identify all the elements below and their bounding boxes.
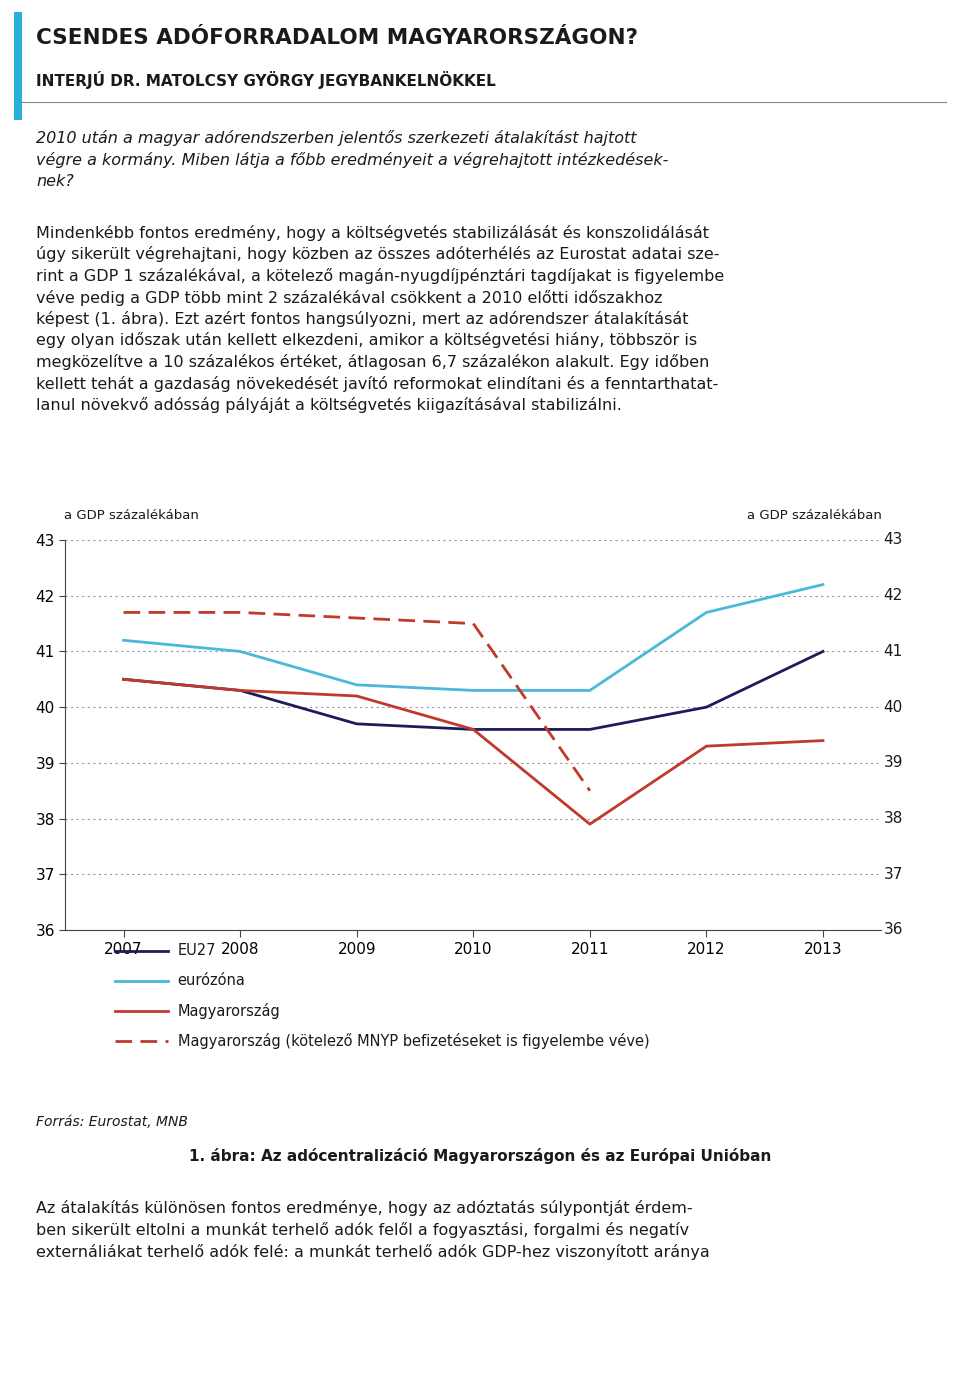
Text: EU27: EU27 xyxy=(178,943,216,958)
Text: Forrás: Eurostat, MNB: Forrás: Eurostat, MNB xyxy=(36,1115,188,1129)
Text: CSENDES ADÓFORRADALOM MAGYARORSZÁGON?: CSENDES ADÓFORRADALOM MAGYARORSZÁGON? xyxy=(36,28,638,49)
Text: externáliákat terhelő adók felé: a munkát terhelő adók GDP-hez viszonyított arán: externáliákat terhelő adók felé: a munká… xyxy=(36,1244,710,1259)
Text: képest (1. ábra). Ezt azért fontos hangsúlyozni, mert az adórendszer átalakításá: képest (1. ábra). Ezt azért fontos hangs… xyxy=(36,311,689,327)
Text: 38: 38 xyxy=(884,811,903,827)
Text: ben sikerült eltolni a munkát terhelő adók felől a fogyasztási, forgalmi és nega: ben sikerült eltolni a munkát terhelő ad… xyxy=(36,1222,689,1239)
Text: a GDP százalékában: a GDP százalékában xyxy=(64,509,200,523)
Text: 2010 után a magyar adórendszerben jelentős szerkezeti átalakítást hajtott: 2010 után a magyar adórendszerben jelent… xyxy=(36,130,637,146)
Text: Mindenkébb fontos eredmény, hogy a költségvetés stabilizálását és konszolidálásá: Mindenkébb fontos eredmény, hogy a költs… xyxy=(36,225,709,241)
Text: Magyarország: Magyarország xyxy=(178,1003,280,1019)
Text: egy olyan időszak után kellett elkezdeni, amikor a költségvetési hiány, többször: egy olyan időszak után kellett elkezdeni… xyxy=(36,333,698,348)
Text: Az átalakítás különösen fontos eredménye, hogy az adóztatás súlypontját érdem-: Az átalakítás különösen fontos eredménye… xyxy=(36,1200,693,1216)
Text: 36: 36 xyxy=(884,922,903,938)
Text: kellett tehát a gazdaság növekedését javító reformokat elindítani és a fenntarth: kellett tehát a gazdaság növekedését jav… xyxy=(36,376,719,391)
Text: 41: 41 xyxy=(884,644,903,659)
Text: 1. ábra: Az adócentralizáció Magyarországon és az Európai Unióban: 1. ábra: Az adócentralizáció Magyarorszá… xyxy=(189,1148,771,1164)
Text: INTERJÚ DR. MATOLCSY GYÖRGY JEGYBANKELNÖKKEL: INTERJÚ DR. MATOLCSY GYÖRGY JEGYBANKELNÖ… xyxy=(36,71,496,89)
Text: Magyarország (kötelező MNYP befizetéseket is figyelembe véve): Magyarország (kötelező MNYP befizetéseke… xyxy=(178,1033,649,1049)
Text: 39: 39 xyxy=(884,756,903,770)
Text: 40: 40 xyxy=(884,699,903,714)
Text: a GDP százalékában: a GDP százalékában xyxy=(747,509,882,523)
Text: végre a kormány. Miben látja a főbb eredményeit a végrehajtott intézkedések-: végre a kormány. Miben látja a főbb ered… xyxy=(36,153,669,168)
Text: 37: 37 xyxy=(884,867,903,882)
Text: lanul növekvő adósság pályáját a költségvetés kiigazításával stabilizálni.: lanul növekvő adósság pályáját a költség… xyxy=(36,397,622,413)
Text: 42: 42 xyxy=(884,588,903,603)
Text: nek?: nek? xyxy=(36,173,74,189)
Text: rint a GDP 1 százalékával, a kötelező magán-nyugdíjpénztári tagdíjakat is figyel: rint a GDP 1 százalékával, a kötelező ma… xyxy=(36,268,725,284)
Text: úgy sikerült végrehajtani, hogy közben az összes adóterhélés az Eurostat adatai : úgy sikerült végrehajtani, hogy közben a… xyxy=(36,247,720,262)
Text: eurózóna: eurózóna xyxy=(178,974,246,989)
Text: véve pedig a GDP több mint 2 százalékával csökkent a 2010 előtti időszakhoz: véve pedig a GDP több mint 2 százalékáva… xyxy=(36,290,663,305)
Text: 43: 43 xyxy=(884,533,903,548)
Text: megközelítve a 10 százalékos értéket, átlagosan 6,7 százalékon alakult. Egy időb: megközelítve a 10 százalékos értéket, át… xyxy=(36,354,709,370)
